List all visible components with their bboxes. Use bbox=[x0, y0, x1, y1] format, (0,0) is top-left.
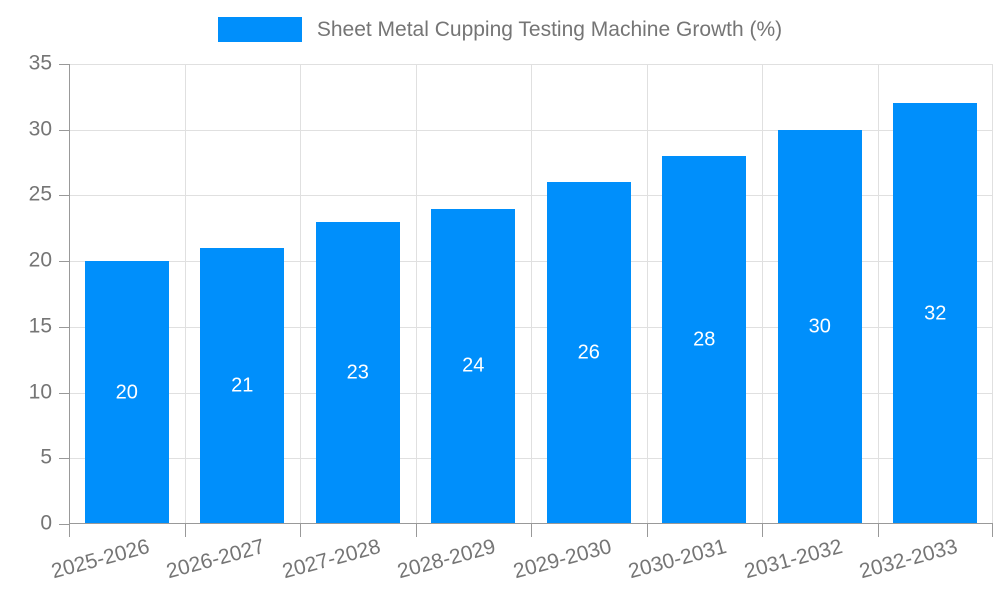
v-gridline bbox=[415, 64, 417, 524]
y-axis-line bbox=[69, 64, 70, 524]
y-tick-mark bbox=[59, 326, 69, 328]
x-category-label-text: 2029-2030 bbox=[510, 535, 614, 584]
bar-value-label: 26 bbox=[577, 341, 600, 364]
x-category-label-text: 2025-2026 bbox=[48, 535, 152, 584]
x-category-label-text: 2031-2032 bbox=[741, 535, 845, 584]
v-gridline bbox=[992, 64, 993, 524]
x-category-label-text: 2027-2028 bbox=[279, 535, 383, 584]
y-tick-mark bbox=[59, 195, 69, 197]
bar-value-label: 32 bbox=[924, 302, 947, 325]
y-tick-mark bbox=[59, 458, 69, 460]
x-tick-mark bbox=[184, 524, 186, 537]
y-tick-label: 5 bbox=[40, 445, 52, 469]
y-tick-mark bbox=[59, 129, 69, 131]
y-tick-label: 10 bbox=[28, 380, 52, 404]
bar[interactable]: 32 bbox=[893, 103, 978, 524]
v-gridline bbox=[300, 64, 301, 524]
y-tick-label: 0 bbox=[40, 511, 52, 535]
bar[interactable]: 26 bbox=[546, 182, 631, 524]
bar-value-label: 20 bbox=[115, 381, 138, 404]
bar[interactable]: 21 bbox=[200, 248, 285, 524]
legend-label: Sheet Metal Cupping Testing Machine Grow… bbox=[316, 18, 783, 41]
y-tick-label: 30 bbox=[28, 117, 52, 141]
y-tick-mark bbox=[59, 64, 69, 65]
v-gridline bbox=[531, 64, 532, 524]
bar-value-label: 24 bbox=[462, 354, 485, 377]
chart-legend[interactable]: Sheet Metal Cupping Testing Machine Grow… bbox=[0, 17, 1000, 42]
x-tick-mark bbox=[646, 524, 648, 537]
y-tick-mark bbox=[59, 392, 69, 394]
plot-area: 0 5 10 15 20 25 30 35 20 2025-2026 21 2026-2027 23 20… bbox=[29, 52, 993, 583]
x-tick-mark bbox=[300, 524, 301, 537]
y-tick-label: 35 bbox=[28, 51, 52, 75]
x-category-label-text: 2032-2033 bbox=[857, 535, 961, 584]
x-tick-mark bbox=[992, 524, 993, 537]
bar[interactable]: 20 bbox=[84, 261, 169, 524]
x-tick-mark bbox=[762, 524, 763, 537]
y-tick-label: 25 bbox=[28, 182, 52, 206]
v-gridline bbox=[646, 64, 648, 524]
x-tick-mark bbox=[531, 524, 532, 537]
x-tick-mark bbox=[415, 524, 417, 537]
x-category-label-text: 2026-2027 bbox=[164, 535, 268, 584]
y-tick-label: 20 bbox=[28, 248, 52, 272]
v-gridline bbox=[184, 64, 186, 524]
bar-value-label: 23 bbox=[346, 361, 369, 384]
x-axis-line bbox=[69, 523, 993, 524]
v-gridline bbox=[762, 64, 763, 524]
bar-value-label: 21 bbox=[231, 374, 254, 397]
x-tick-mark bbox=[69, 524, 70, 537]
bar[interactable]: 30 bbox=[777, 129, 862, 524]
x-category-label-text: 2030-2031 bbox=[626, 535, 730, 584]
x-category-label-text: 2028-2029 bbox=[395, 535, 499, 584]
bar[interactable]: 24 bbox=[431, 208, 516, 524]
bar[interactable]: 23 bbox=[315, 221, 400, 524]
legend-swatch-icon bbox=[217, 17, 302, 42]
bar-value-label: 28 bbox=[693, 328, 716, 351]
y-tick-mark bbox=[59, 524, 69, 525]
bar-value-label: 30 bbox=[808, 315, 831, 338]
bar[interactable]: 28 bbox=[662, 156, 747, 524]
v-gridline bbox=[877, 64, 879, 524]
y-tick-mark bbox=[59, 261, 69, 263]
x-tick-mark bbox=[877, 524, 879, 537]
y-tick-label: 15 bbox=[28, 314, 52, 338]
